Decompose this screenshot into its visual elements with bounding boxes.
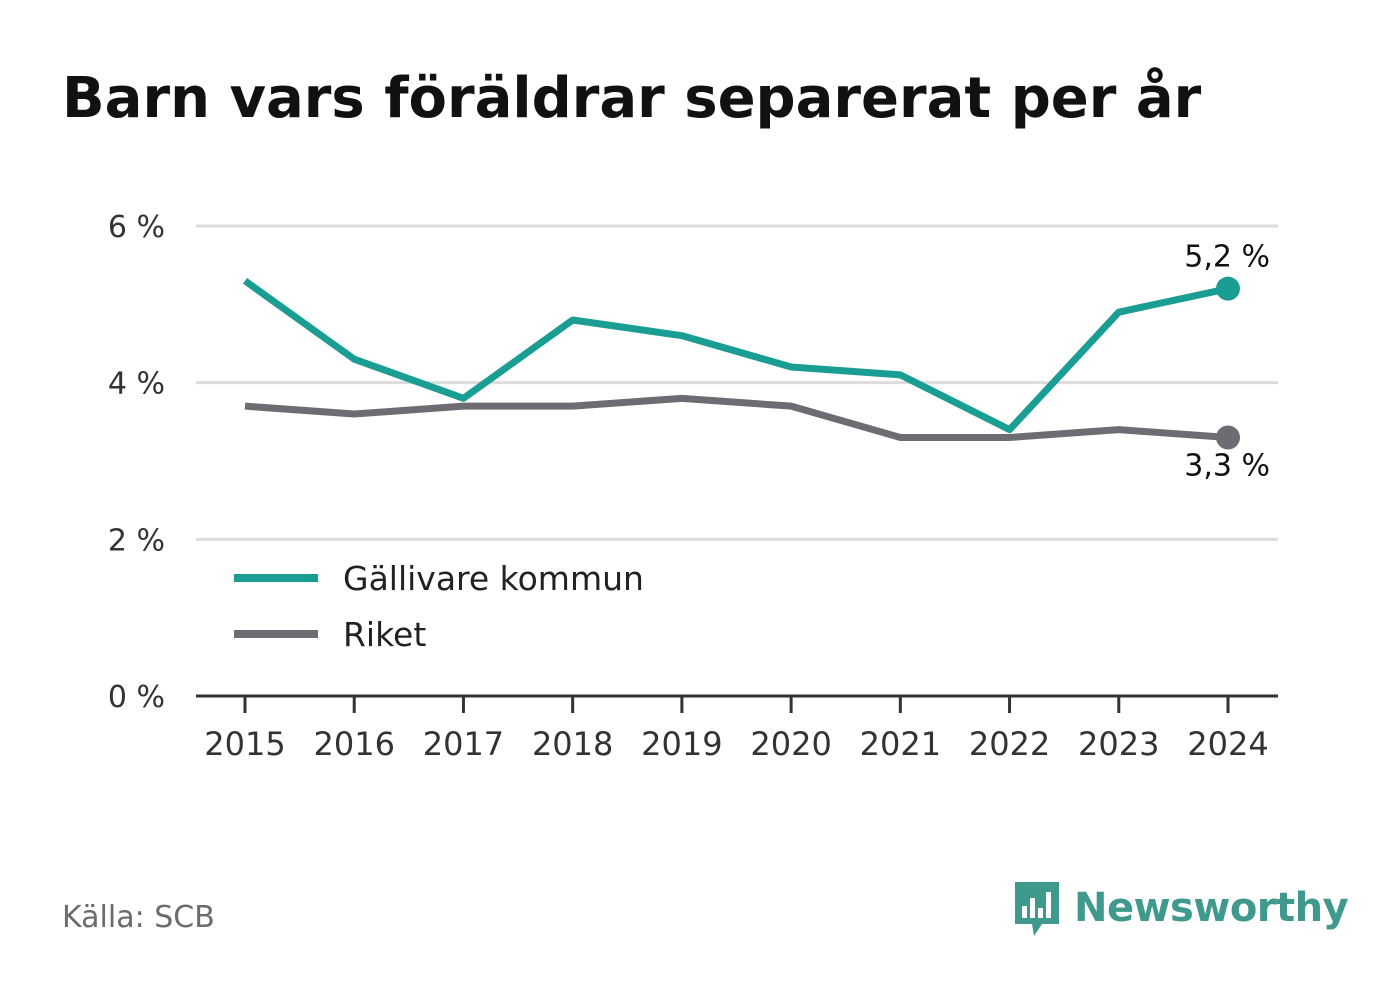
data-point (572, 320, 573, 321)
legend-label: Gällivare kommun (343, 559, 644, 598)
end-value-label: 5,2 % (1184, 240, 1270, 275)
x-tick-label: 2019 (641, 725, 722, 763)
data-point (681, 398, 682, 399)
series-lines (242, 276, 1240, 450)
newsworthy-logo-icon (1015, 882, 1059, 936)
y-tick-label: 6 % (108, 210, 165, 245)
data-point (463, 406, 464, 407)
data-point (245, 406, 246, 407)
data-point (1216, 276, 1240, 301)
data-point (900, 374, 901, 375)
series-line (242, 277, 1229, 434)
end-labels: 5,2 % 3,3 % (1184, 240, 1270, 484)
line-chart: 0 % 2 % 4 % 6 % 2015 2016 2017 2018 2019 2020 202… (108, 210, 1278, 763)
x-tick-label: 2024 (1187, 725, 1268, 763)
data-point (1118, 429, 1119, 430)
end-value-label: 3,3 % (1184, 449, 1270, 484)
x-tick-label: 2020 (750, 725, 831, 763)
grid-lines (196, 224, 1278, 541)
x-tick-label: 2017 (423, 725, 504, 763)
x-tick-label: 2018 (532, 725, 613, 763)
data-point (245, 280, 246, 281)
x-axis: 2015 2016 2017 2018 2019 2020 2021 2022 2023 2024 (196, 694, 1278, 763)
data-point (354, 414, 355, 415)
data-point (572, 406, 573, 407)
data-point (1009, 429, 1010, 430)
data-point (463, 398, 464, 399)
source-note: Källa: SCB (62, 900, 215, 935)
x-tick-label: 2022 (969, 725, 1050, 763)
x-tick-label: 2015 (204, 725, 285, 763)
chart-title: Barn vars föräldrar separerat per år (62, 66, 1202, 131)
x-tick-label: 2021 (860, 725, 941, 763)
y-tick-label: 2 % (108, 523, 165, 558)
brand-logo: Newsworthy (1012, 878, 1349, 938)
data-point (1118, 312, 1119, 313)
data-point (1009, 437, 1010, 438)
y-tick-label: 0 % (108, 680, 165, 715)
series-line (244, 394, 1229, 441)
legend-label: Riket (343, 615, 426, 654)
data-point (1216, 425, 1240, 450)
brand-name: Newsworthy (1074, 885, 1349, 931)
data-point (681, 335, 682, 336)
data-point (900, 437, 901, 438)
y-axis-ticks: 0 % 2 % 4 % 6 % (108, 210, 165, 715)
data-point (791, 367, 792, 368)
data-point (354, 359, 355, 360)
legend: Gällivare kommun Riket (234, 559, 644, 654)
x-tick-label: 2023 (1078, 725, 1159, 763)
data-point (791, 406, 792, 407)
x-tick-label: 2016 (314, 725, 395, 763)
y-tick-label: 4 % (108, 367, 165, 402)
